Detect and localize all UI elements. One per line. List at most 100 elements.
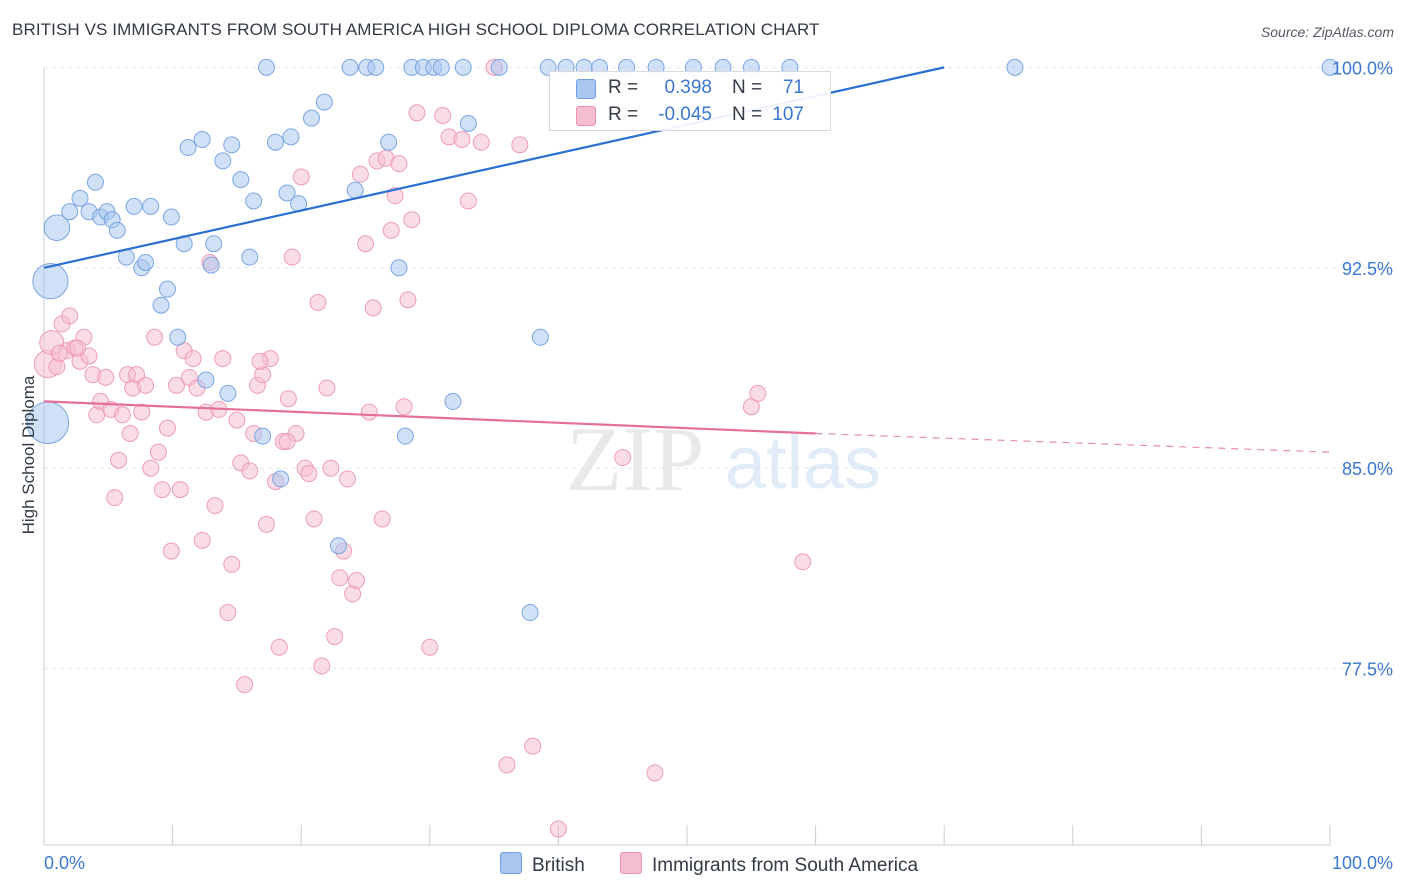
british-point: [179, 139, 197, 157]
british-point: [272, 470, 290, 488]
british-point: [380, 133, 398, 151]
immigrant-point: [251, 352, 269, 370]
immigrant-point: [162, 542, 180, 560]
british-point: [531, 328, 549, 346]
source-credit: Source: ZipAtlas.com: [1260, 24, 1394, 40]
y-axis-label: High School Diploma: [19, 375, 38, 534]
british-point: [1321, 58, 1339, 76]
immigrant-point: [382, 221, 400, 239]
immigrant-point: [399, 291, 417, 309]
gridlines: [44, 66, 1392, 670]
immigrant-point: [408, 104, 426, 122]
immigrant-point: [749, 384, 767, 402]
british-point: [329, 537, 347, 555]
british-point: [197, 371, 215, 389]
immigrant-point: [395, 398, 413, 416]
immigrant-point: [137, 376, 155, 394]
immigrant-point: [360, 403, 378, 421]
immigrant-point: [614, 449, 632, 467]
immigrant-point: [214, 350, 232, 368]
british-point: [71, 189, 89, 207]
british-point: [61, 203, 79, 221]
x-tick-label-start: 0.0%: [44, 853, 85, 873]
british-point: [43, 214, 71, 242]
y-tick-label: 100.0%: [1332, 58, 1393, 78]
immigrant-point: [278, 432, 296, 450]
british-point: [302, 109, 320, 127]
x-tick-label-end: 100.0%: [1332, 853, 1393, 873]
british-point: [282, 128, 300, 146]
immigrant-point: [338, 470, 356, 488]
british-point: [152, 296, 170, 314]
british-point: [32, 263, 69, 300]
british-point: [341, 58, 359, 76]
immigrant-point: [364, 299, 382, 317]
immigrant-point: [331, 569, 349, 587]
immigrants-r-value: -0.045: [658, 104, 712, 125]
immigrant-point: [97, 368, 115, 386]
immigrant-point: [498, 756, 516, 774]
immigrant-point: [292, 168, 310, 186]
legend-row-immigrants: R = -0.045 N = 107: [550, 102, 830, 129]
british-point: [108, 221, 126, 239]
british-point: [86, 173, 104, 191]
immigrant-point: [206, 497, 224, 515]
immigrant-point: [300, 465, 318, 483]
immigrant-point: [80, 347, 98, 365]
immigrants-trend-line: [43, 400, 816, 435]
immigrant-point: [142, 459, 160, 477]
british-point: [125, 197, 143, 215]
british-point: [241, 248, 259, 266]
immigrant-point: [421, 638, 439, 656]
immigrant-point: [326, 628, 344, 646]
immigrant-point: [794, 553, 812, 571]
axes: [43, 68, 1331, 846]
british-point: [223, 136, 241, 154]
immigrant-point: [472, 133, 490, 151]
british-point: [521, 604, 539, 622]
immigrant-point: [146, 328, 164, 346]
british-point: [490, 58, 508, 76]
british-point: [257, 58, 275, 76]
immigrant-point: [318, 379, 336, 397]
british-point: [142, 197, 160, 215]
british-point: [315, 93, 333, 111]
tick-labels: 77.5% 85.0% 92.5% 100.0% 0.0% 100.0%: [44, 58, 1393, 873]
immigrant-point: [351, 165, 369, 183]
immigrant-point: [279, 390, 297, 408]
correlation-legend: R = 0.398 N = 71 R = -0.045 N = 107: [549, 71, 831, 131]
british-swatch: [576, 79, 596, 99]
immigrants-legend-swatch: [620, 852, 642, 874]
y-tick-label: 77.5%: [1342, 660, 1393, 680]
immigrant-point: [305, 510, 323, 528]
british-point: [459, 114, 477, 132]
immigrant-point: [219, 604, 237, 622]
immigrant-point: [257, 515, 275, 533]
y-tick-label: 92.5%: [1342, 259, 1393, 279]
bottom-legend-immigrants: Immigrants from South America: [620, 852, 918, 877]
immigrant-point: [184, 350, 202, 368]
immigrant-point: [403, 211, 421, 229]
british-legend-swatch: [500, 852, 522, 874]
immigrants-r-label: R =: [608, 104, 639, 125]
british-point: [137, 253, 155, 271]
british-point: [232, 171, 250, 189]
immigrants-n-label: N =: [732, 104, 763, 125]
immigrant-point: [270, 638, 288, 656]
immigrant-point: [347, 571, 365, 589]
british-point: [266, 133, 284, 151]
immigrant-point: [149, 443, 167, 461]
immigrant-point: [524, 737, 542, 755]
immigrants-legend-label: Immigrants from South America: [652, 855, 919, 876]
immigrant-point: [193, 531, 211, 549]
british-point: [219, 384, 237, 402]
immigrant-point: [646, 764, 664, 782]
british-point: [278, 184, 296, 202]
chart-title: BRITISH VS IMMIGRANTS FROM SOUTH AMERICA…: [12, 20, 820, 39]
british-point: [367, 58, 385, 76]
british-r-value: 0.398: [664, 77, 712, 98]
immigrant-point: [357, 235, 374, 253]
immigrant-point: [133, 403, 151, 421]
british-point: [202, 256, 220, 274]
immigrant-point: [459, 192, 477, 210]
